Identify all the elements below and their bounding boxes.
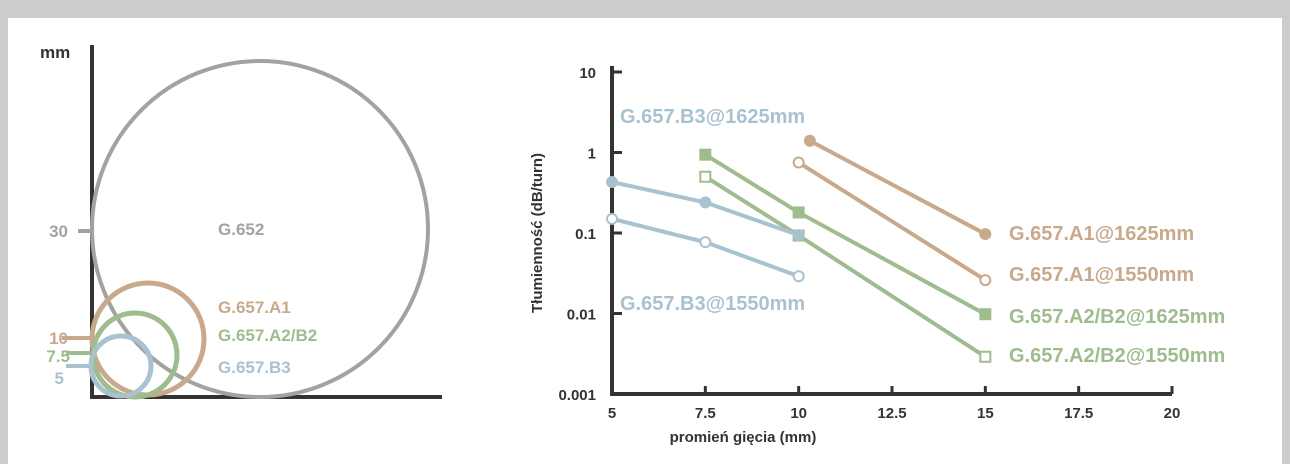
series-point [979, 308, 992, 321]
series-label-a2b2-1625: G.657.A2/B2@1625mm [1009, 306, 1225, 328]
y-ticks: 10 1 0.1 0.01 0.001 [558, 65, 622, 404]
series-point [979, 228, 992, 241]
x-tick-label: 17.5 [1064, 405, 1093, 422]
label-g657-b3: G.657.B3 [218, 358, 291, 377]
radius-diagram: mm 30 10 7.5 5 G.652 G.657.A1 G.657.A2/B… [40, 43, 442, 400]
series-line-3 [704, 175, 987, 359]
series-label-a2b2-1550: G.657.A2/B2@1550mm [1009, 345, 1225, 367]
tick-label-7-5: 7.5 [46, 347, 70, 366]
series-point [792, 206, 805, 219]
series-point [792, 229, 805, 242]
series-point [792, 156, 805, 169]
series-point [606, 176, 618, 189]
series-label-a1-1625: G.657.A1@1625mm [1009, 223, 1194, 245]
x-axis-title: promień gięcia (mm) [670, 429, 817, 446]
y-tick-label: 0.1 [575, 226, 596, 243]
series-point [699, 236, 712, 249]
series-point [699, 148, 712, 161]
series-point [979, 274, 992, 287]
x-ticks: 5 7.5 10 12.5 15 17.5 20 [608, 386, 1181, 422]
x-tick-label: 10 [790, 405, 807, 422]
figure-panel [8, 18, 1282, 464]
series-point [699, 196, 712, 209]
label-g657-a1: G.657.A1 [218, 298, 291, 317]
y-tick-label: 10 [579, 65, 596, 82]
attenuation-chart: 10 1 0.1 0.01 0.001 5 7.5 10 12.5 15 17.5 20 promi… [529, 65, 1225, 446]
series-label-b3-1625: G.657.B3@1625mm [620, 106, 805, 128]
series-layer [606, 134, 992, 363]
x-tick-label: 20 [1164, 405, 1181, 422]
series-line-1 [797, 160, 987, 282]
y-axis-title: Tłumienność (dB/turn) [529, 153, 546, 313]
tick-label-10: 10 [49, 329, 68, 348]
x-tick-label: 7.5 [695, 405, 716, 422]
tick-label-30: 30 [49, 222, 68, 241]
x-tick-label: 12.5 [877, 405, 906, 422]
label-g652: G.652 [218, 220, 264, 239]
x-tick-label: 15 [977, 405, 994, 422]
series-line-2 [704, 152, 987, 316]
y-tick-label: 0.01 [567, 307, 596, 324]
y-tick-label: 1 [588, 146, 596, 163]
tick-label-5: 5 [55, 369, 64, 388]
series-point [792, 270, 805, 283]
series-point [979, 350, 992, 363]
series-line-0 [808, 138, 987, 236]
y-tick-label: 0.001 [558, 387, 596, 404]
series-label-b3-1550: G.657.B3@1550mm [620, 293, 805, 315]
series-point [803, 134, 816, 147]
series-label-a1-1550: G.657.A1@1550mm [1009, 264, 1194, 286]
circle-g657-a2b2 [90, 310, 180, 400]
series-point [606, 212, 618, 225]
diagram-unit-label: mm [40, 43, 70, 62]
x-tick-label: 5 [608, 405, 616, 422]
label-g657-a2b2: G.657.A2/B2 [218, 326, 317, 345]
series-point [699, 170, 712, 183]
